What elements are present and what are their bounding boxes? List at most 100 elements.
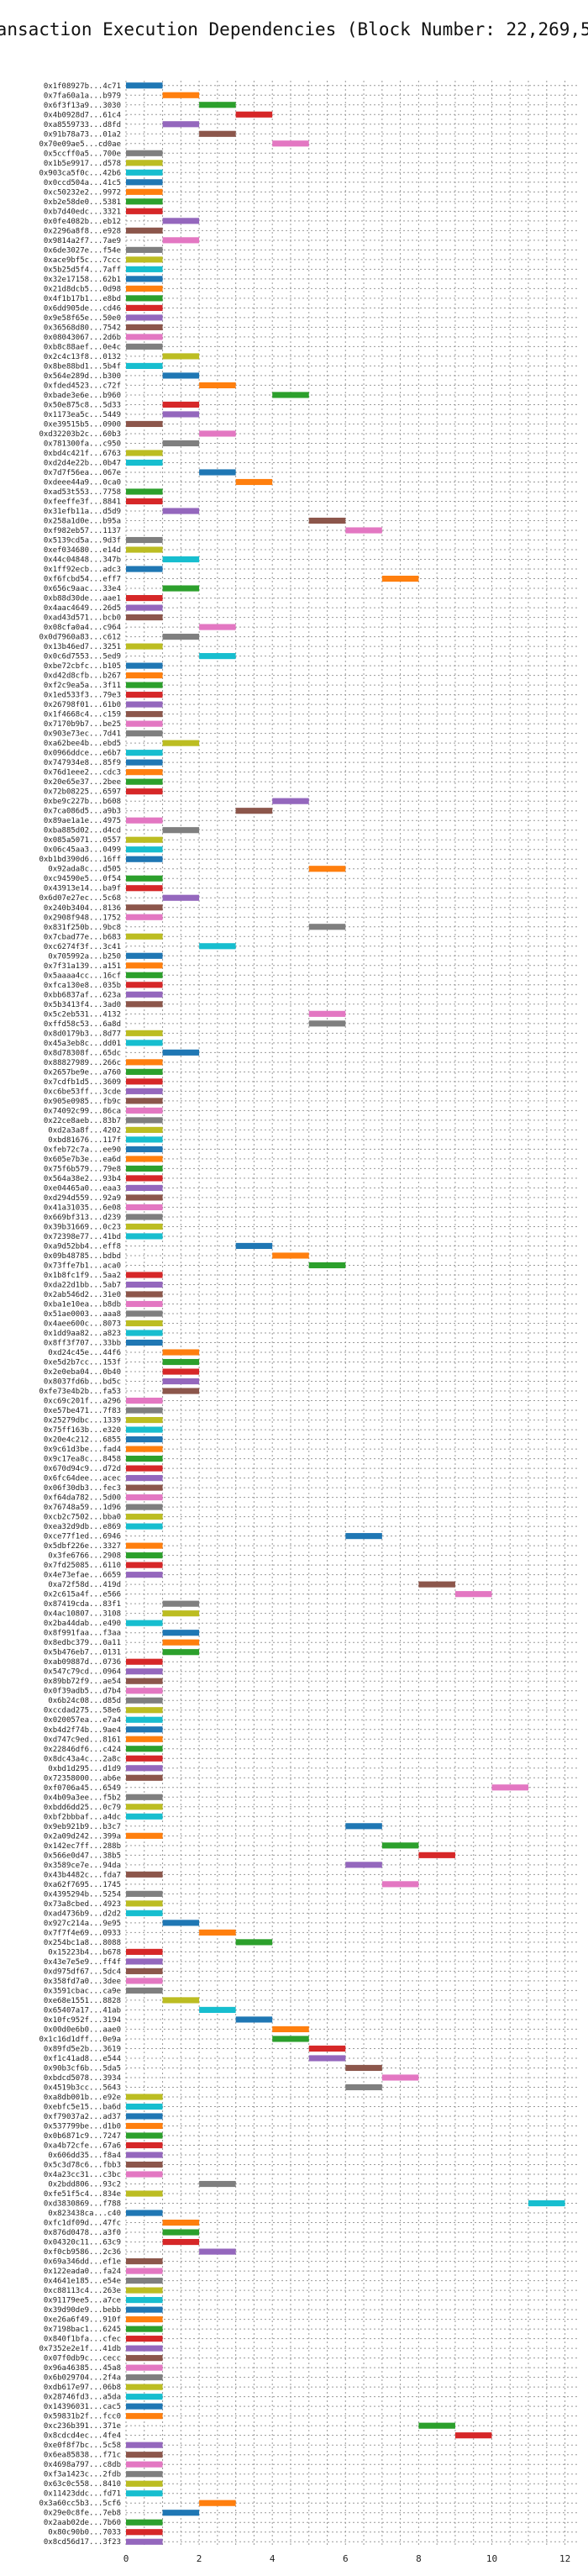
tx-hash-label: 0x547c79cd...0964 [44, 1668, 121, 1677]
tx-hash-label: 0x8edbc379...0a11 [44, 1639, 121, 1647]
tx-hash-label: 0xa4b72cfe...67a6 [44, 2142, 121, 2151]
tx-hash-label: 0x96a46385...45a8 [44, 2364, 121, 2373]
dependency-bar [162, 1639, 200, 1646]
tx-hash-label: 0x69a346dd...ef1e [44, 2258, 121, 2267]
tx-hash-label: 0xfeeffe3f...8841 [44, 498, 121, 507]
dependency-bar [126, 2190, 163, 2197]
tx-hash-label: 0x25279dbc...1339 [44, 1417, 121, 1425]
tx-hash-label: 0x4b0928d7...61c4 [44, 111, 121, 119]
dependency-bar [126, 1688, 163, 1694]
tx-hash-label: 0x32e17158...62b1 [44, 276, 121, 284]
tx-hash-label: 0x39d90de9...bebb [44, 2306, 121, 2315]
tx-hash-label: 0xffd58c53...6a8d [44, 1020, 121, 1029]
dependency-bar [126, 692, 163, 698]
dependency-bar [126, 2094, 163, 2100]
tx-hash-label: 0x76748a59...1d96 [44, 1504, 121, 1512]
tx-hash-label: 0x51ae0003...aaa8 [44, 1310, 121, 1319]
tx-hash-label: 0x7cdfb1d5...3609 [44, 1078, 121, 1087]
dependency-bar [126, 933, 163, 940]
dependency-bar [528, 2199, 565, 2207]
tx-hash-label: 0x91b78a73...01a2 [44, 130, 121, 139]
tx-hash-label: 0x11423ddc...fd71 [44, 2490, 121, 2499]
dependency-bar [308, 2045, 346, 2052]
dependency-bar [272, 2036, 309, 2042]
dependency-bar [126, 1204, 163, 1211]
tx-hash-label: 0x36568d80...7542 [44, 324, 121, 332]
x-tick-label: 4 [270, 2553, 276, 2564]
tx-hash-label: 0x9eb921b9...b3c7 [44, 1823, 121, 1831]
dependency-bar [126, 2316, 163, 2323]
dependency-bar [126, 1958, 163, 1965]
tx-hash-label: 0xab09887d...0736 [44, 1658, 121, 1667]
tx-hash-label: 0xf2c9ea5a...3f11 [44, 682, 121, 690]
dependency-bar [162, 585, 200, 592]
dependency-bar [162, 1049, 200, 1056]
dependency-bar [126, 2374, 163, 2381]
dependency-bar [126, 2364, 163, 2371]
tx-hash-label: 0x41a31035...6e08 [44, 1204, 121, 1212]
dependency-bar [126, 1233, 163, 1240]
tx-hash-label: 0xa62bee4b...ebd5 [44, 740, 121, 748]
dependency-bar [126, 1523, 163, 1530]
tx-hash-label: 0x89ae1a1e...4975 [44, 817, 121, 825]
dependency-bar [126, 2529, 163, 2536]
dependency-bar [126, 1320, 163, 1327]
dependency-bar [126, 778, 163, 785]
dependency-bar [162, 411, 200, 418]
tx-hash-label: 0x80c90b0...7033 [48, 2529, 121, 2537]
dependency-bar [126, 1397, 163, 1404]
dependency-bar [162, 556, 200, 563]
tx-hash-label: 0xc236b391...371e [44, 2422, 121, 2431]
tx-hash-label: 0x92ada8c...d505 [48, 866, 121, 874]
dependency-bar [199, 943, 236, 950]
tx-hash-label: 0xf0706a45...6549 [44, 1784, 121, 1793]
dependency-bar [126, 498, 163, 505]
tx-hash-label: 0xbe72cbfc...b105 [44, 662, 121, 671]
dependency-bar [126, 1475, 163, 1482]
dependency-bar [126, 856, 163, 862]
dependency-bar [126, 1416, 163, 1424]
dependency-bar [126, 1948, 163, 1955]
tx-hash-label: 0x6ea85838...f71c [44, 2452, 121, 2460]
tx-hash-label: 0x20e65e37...2bee [44, 778, 121, 787]
tx-hash-label: 0x43913e14...ba9f [44, 885, 121, 893]
dependency-bar [162, 1600, 200, 1607]
tx-hash-label: 0xd3830869...f788 [44, 2200, 121, 2209]
dependency-bar [126, 2384, 163, 2390]
grid-layer [125, 81, 580, 2547]
dependency-bar [126, 1272, 163, 1278]
tx-hash-label: 0x3589ce7e...94da [44, 1862, 121, 1870]
tx-hash-label: 0x8be88bd1...5b4f [44, 362, 121, 371]
dependency-bar [126, 1620, 163, 1626]
dependency-bar [272, 140, 309, 147]
tx-hash-label: 0x89fd5e2b...3619 [44, 2045, 121, 2053]
tx-hash-label: 0x4e73efae...6659 [44, 1572, 121, 1580]
tx-hash-label: 0x31efb11a...d5d9 [44, 508, 121, 516]
dependency-bar [126, 720, 163, 727]
tx-hash-label: 0xad4736b9...d2d2 [44, 1910, 121, 1918]
tx-hash-label: 0x7f7f4e69...0933 [44, 1929, 121, 1937]
dependency-bar [126, 1746, 163, 1752]
tx-hash-label: 0x4b09a3ee...f5b2 [44, 1794, 121, 1802]
tx-hash-label: 0x75f6b579...79e8 [44, 1165, 121, 1173]
dependency-bar [126, 682, 163, 688]
dependency-bar [162, 218, 200, 224]
tx-hash-label: 0xe0f8f7bc...5c58 [44, 2442, 121, 2450]
dependency-bar [162, 2229, 200, 2236]
dependency-bar [126, 711, 163, 718]
tx-hash-label: 0xa9d52bb4...eff8 [44, 1242, 121, 1251]
dependency-bar [199, 653, 236, 660]
tx-hash-label: 0x8d78308f...65dc [44, 1049, 121, 1057]
dependency-bar [126, 1765, 163, 1772]
dependency-bar [418, 2422, 455, 2429]
dependency-bar [126, 362, 163, 369]
dependency-bar [126, 324, 163, 330]
dependency-bar [126, 1426, 163, 1433]
tx-hash-label: 0x5c2eb531...4132 [44, 1010, 121, 1019]
dependency-bar [126, 1910, 163, 1916]
dependency-bar [235, 1939, 273, 1946]
dependency-bar [126, 334, 163, 340]
tx-hash-label: 0xf6fcbd54...eff7 [44, 576, 121, 584]
tx-hash-label: 0x4698a797...c8db [44, 2461, 121, 2469]
tx-hash-label: 0x1f08927b...4c71 [44, 82, 121, 91]
